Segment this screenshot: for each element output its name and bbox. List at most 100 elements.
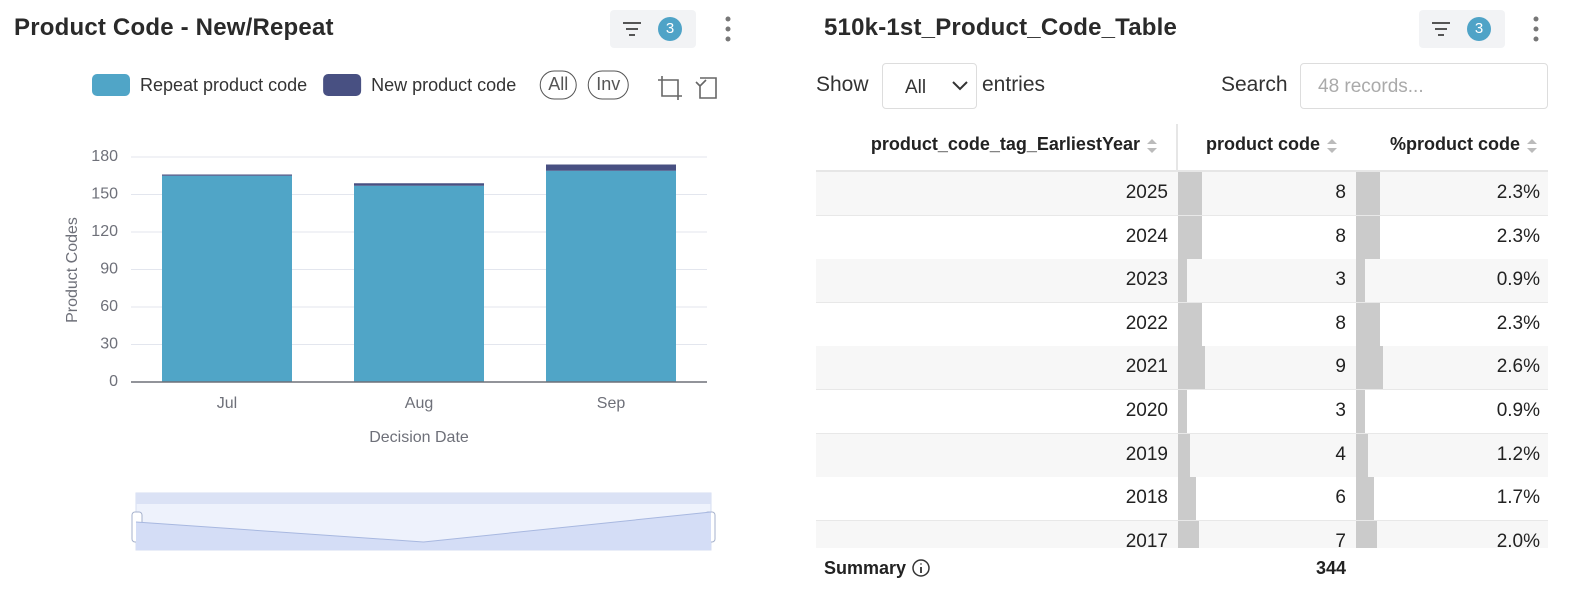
x-axis-label: Decision Date xyxy=(369,429,469,446)
table-row: 2022 8 2.3% xyxy=(816,302,1548,347)
entries-label: entries xyxy=(982,73,1046,96)
data-bar xyxy=(1356,259,1365,303)
table-body: 2025 8 2.3% 2024 8 2.3% 2023 3 0.9% 2022 8 2.3% 2021… xyxy=(816,170,1548,548)
cell-count: 8 xyxy=(1335,225,1346,247)
y-tick-label: 60 xyxy=(100,298,118,315)
cell-year: 2023 xyxy=(1125,269,1168,291)
cell-year: 2024 xyxy=(1125,225,1168,247)
table-panel: 510k-1st_Product_Code_Table 3 Show All e… xyxy=(800,0,1580,598)
filter-icon xyxy=(1432,22,1450,36)
sort-icon[interactable] xyxy=(1326,138,1338,154)
data-bar xyxy=(1356,477,1374,521)
column-header[interactable]: %product code xyxy=(1389,134,1520,154)
data-bar xyxy=(1178,520,1199,548)
data-bar xyxy=(1356,346,1383,390)
data-bar xyxy=(1356,433,1368,477)
chevron xyxy=(952,81,968,91)
data-bar xyxy=(1356,215,1380,259)
y-tick-label: 90 xyxy=(100,261,118,278)
legend-button[interactable] xyxy=(587,70,629,100)
cell-percent: 1.2% xyxy=(1496,443,1540,465)
data-bar xyxy=(1178,477,1196,521)
table-row: 2018 6 1.7% xyxy=(816,477,1548,522)
table-row: 2023 3 0.9% xyxy=(816,259,1548,304)
data-bar xyxy=(1178,259,1187,303)
table-row: 2021 9 2.6% xyxy=(816,346,1548,391)
bar-segment xyxy=(354,185,484,382)
cell-year: 2020 xyxy=(1125,400,1168,421)
x-tick-label: Sep xyxy=(597,395,626,412)
bar-segment xyxy=(162,175,292,382)
bar-segment xyxy=(162,174,292,176)
cell-count: 8 xyxy=(1335,182,1346,203)
zoom-slider-handle-bar[interactable] xyxy=(136,493,711,504)
data-bar xyxy=(1178,390,1187,433)
cell-percent: 2.6% xyxy=(1496,356,1540,378)
cell-count: 3 xyxy=(1335,269,1346,291)
cell-year: 2019 xyxy=(1125,443,1168,465)
show-label: Show xyxy=(816,73,869,96)
bar-segment xyxy=(546,164,676,171)
filter-button[interactable]: 3 xyxy=(610,10,696,48)
info-icon[interactable] xyxy=(911,558,931,578)
menu-button[interactable] xyxy=(720,14,736,44)
cell-percent: 2.3% xyxy=(1496,225,1540,247)
search-input[interactable]: 48 records... xyxy=(1300,63,1548,109)
filter-button[interactable]: 3 xyxy=(1419,10,1505,48)
data-bar xyxy=(1178,302,1202,346)
summary-text: Summary xyxy=(824,558,907,578)
cell-percent: 2.3% xyxy=(1496,312,1540,334)
sort-icon[interactable] xyxy=(1526,138,1538,154)
table-row: 2019 4 1.2% xyxy=(816,433,1548,478)
cell-year: 2025 xyxy=(1125,182,1168,203)
select-value: All xyxy=(905,77,927,98)
data-bar xyxy=(1178,215,1202,259)
cell-year: 2017 xyxy=(1125,530,1168,548)
cell-percent: 0.9% xyxy=(1496,400,1540,421)
legend-button[interactable] xyxy=(539,70,577,100)
column-header[interactable]: product code xyxy=(1205,134,1320,154)
table-row: 2020 3 0.9% xyxy=(816,390,1548,434)
table-row: 2024 8 2.3% xyxy=(816,215,1548,260)
zoom-area xyxy=(136,512,711,550)
column-header[interactable]: product_code_tag_EarliestYear xyxy=(870,134,1140,154)
table-row: 2025 8 2.3% xyxy=(816,172,1548,216)
cell-percent: 2.0% xyxy=(1496,530,1540,548)
cell-count: 4 xyxy=(1335,443,1346,465)
summary-value: 344 xyxy=(1315,558,1346,578)
data-bar xyxy=(1178,433,1190,477)
cell-count: 8 xyxy=(1335,312,1346,334)
y-tick-label: 150 xyxy=(91,186,118,203)
legend-swatch xyxy=(323,74,362,96)
y-tick-label: 0 xyxy=(109,373,118,390)
data-bar xyxy=(1356,520,1377,548)
bar-segment xyxy=(354,183,484,186)
crop-icons[interactable] xyxy=(658,76,717,100)
x-tick-label: Aug xyxy=(405,395,433,412)
legend-label: New product code xyxy=(371,75,516,95)
filter-badge: 3 xyxy=(1467,17,1491,41)
cell-percent: 0.9% xyxy=(1496,269,1540,291)
cell-percent: 2.3% xyxy=(1496,182,1540,203)
cell-count: 3 xyxy=(1335,400,1346,421)
x-tick-label: Jul xyxy=(217,395,237,412)
entries-select[interactable]: All xyxy=(882,63,977,109)
menu-button[interactable] xyxy=(1528,14,1544,44)
bar-segment xyxy=(546,170,676,382)
legend-label: Repeat product code xyxy=(140,75,307,95)
y-axis-label: Product Codes xyxy=(64,217,81,323)
search-label: Search xyxy=(1221,73,1288,96)
chart: Decision Date Product Codes 0 30 60 90 120 15… xyxy=(64,70,717,551)
cell-year: 2021 xyxy=(1125,356,1168,378)
legend-swatch xyxy=(92,74,130,96)
data-bar xyxy=(1356,172,1380,215)
sort-icon[interactable] xyxy=(1146,138,1158,154)
y-tick-label: 180 xyxy=(91,148,118,165)
panel-title: Product Code - New/Repeat xyxy=(14,14,334,41)
data-bar xyxy=(1356,390,1365,433)
cell-year: 2022 xyxy=(1125,312,1168,334)
cell-percent: 1.7% xyxy=(1496,487,1540,509)
data-bar xyxy=(1356,302,1380,346)
search-placeholder: 48 records... xyxy=(1318,76,1424,97)
